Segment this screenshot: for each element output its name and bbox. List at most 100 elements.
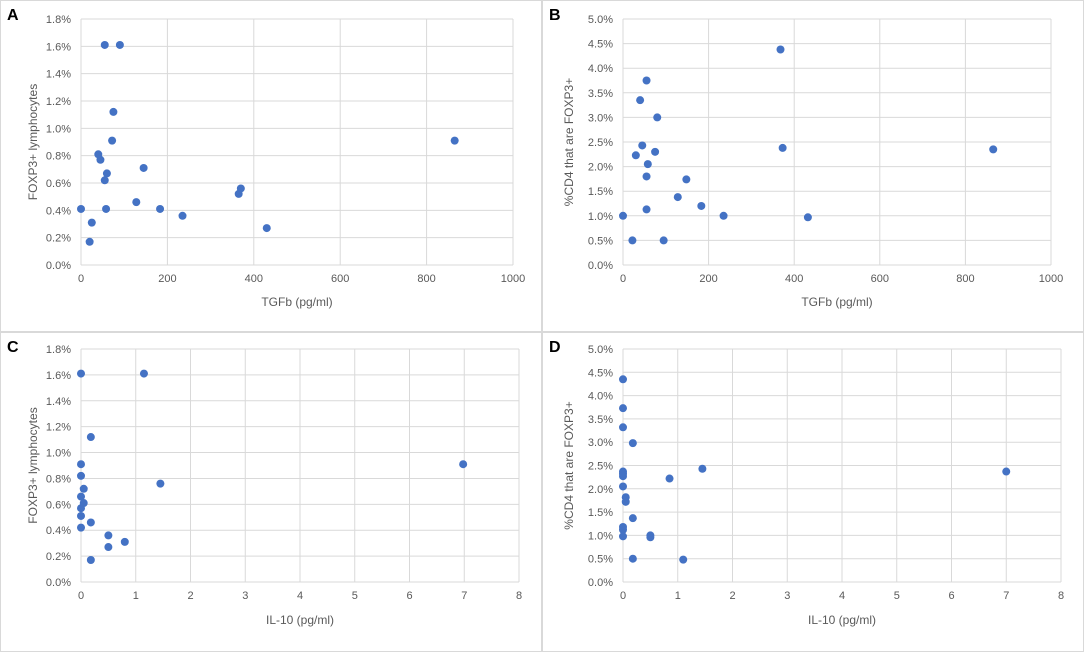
data-point — [643, 160, 652, 169]
x-tick-label: 3 — [242, 590, 248, 602]
scatter-chart-b: 0.0% 0.5% 1.0% 1.5% 2.0% 2.5% 3.0% 3.5% 4.0% 4.5%… — [562, 14, 1063, 309]
data-point — [619, 525, 627, 534]
data-point — [132, 198, 141, 207]
data-point — [79, 499, 88, 508]
data-point — [86, 518, 95, 527]
y-axis-title: FOXP3+ lymphocytes — [26, 84, 40, 200]
data-point — [631, 151, 640, 160]
data-point — [642, 205, 651, 214]
x-tick-label: 1 — [133, 590, 139, 602]
x-tick-label: 400 — [245, 273, 263, 285]
data-point — [77, 492, 85, 501]
x-tick-label: 6 — [948, 590, 954, 602]
data-point — [77, 369, 85, 378]
data-point — [619, 404, 627, 413]
data-point — [628, 439, 637, 448]
y-tick-label: 1.4% — [46, 396, 71, 408]
y-tick-label: 3.0% — [588, 112, 613, 124]
x-tick-label: 0 — [78, 590, 84, 602]
data-point — [665, 474, 674, 483]
x-tick-label: 3 — [784, 590, 790, 602]
data-point — [104, 531, 113, 540]
y-tick-label: 3.5% — [588, 414, 613, 426]
data-point — [85, 237, 94, 246]
y-tick-label: 1.4% — [46, 69, 71, 81]
data-point — [679, 555, 688, 564]
x-axis-title: TGFb (pg/ml) — [801, 295, 872, 309]
data-point — [139, 163, 148, 172]
data-point — [619, 532, 627, 541]
data-point — [450, 136, 459, 145]
y-tick-label: 0.6% — [46, 178, 71, 190]
data-point — [156, 479, 165, 488]
panel-letter: D — [549, 339, 561, 356]
data-point — [989, 145, 998, 154]
x-tick-label: 7 — [1003, 590, 1009, 602]
data-point — [77, 523, 85, 532]
y-tick-label: 2.5% — [588, 461, 613, 473]
y-tick-label: 4.5% — [588, 39, 613, 51]
x-tick-label: 6 — [406, 590, 412, 602]
data-point — [628, 236, 637, 245]
y-tick-label: 0.0% — [46, 577, 71, 589]
data-point — [719, 211, 728, 220]
data-point — [178, 211, 187, 220]
x-tick-label: 0 — [78, 273, 84, 285]
y-tick-label: 5.0% — [588, 14, 613, 26]
x-tick-label: 1000 — [501, 273, 525, 285]
x-tick-label: 5 — [352, 590, 358, 602]
data-point — [636, 96, 645, 105]
data-point — [115, 40, 124, 49]
y-tick-label: 2.0% — [588, 484, 613, 496]
data-point — [236, 184, 245, 193]
data-point — [104, 543, 113, 552]
data-point — [619, 211, 627, 220]
y-tick-label: 2.0% — [588, 162, 613, 174]
x-axis-title: IL-10 (pg/ml) — [266, 613, 334, 627]
data-point — [619, 423, 627, 432]
data-point — [673, 193, 682, 202]
data-point — [682, 175, 691, 184]
x-tick-label: 800 — [417, 273, 435, 285]
panel-d: D 0.0% 0.5% 1.0% 1.5% 2.0% 2.5% 3.0% 3.5% 4.0% 4.… — [542, 332, 1084, 652]
y-tick-label: 1.0% — [588, 211, 613, 223]
data-point — [262, 224, 271, 233]
data-point — [156, 204, 165, 213]
data-point — [642, 172, 651, 181]
y-tick-label: 0.2% — [46, 551, 71, 563]
y-tick-label: 1.5% — [588, 507, 613, 519]
y-tick-label: 1.6% — [46, 370, 71, 382]
y-tick-label: 1.8% — [46, 344, 71, 356]
data-point — [77, 471, 85, 480]
y-tick-label: 3.0% — [588, 437, 613, 449]
y-tick-label: 0.8% — [46, 151, 71, 163]
data-point — [86, 433, 95, 442]
x-tick-label: 1 — [675, 590, 681, 602]
y-tick-label: 0.4% — [46, 525, 71, 537]
x-tick-label: 4 — [839, 590, 845, 602]
x-tick-label: 5 — [894, 590, 900, 602]
x-tick-label: 800 — [956, 273, 974, 285]
x-axis-title: IL-10 (pg/ml) — [808, 613, 876, 627]
y-tick-label: 3.5% — [588, 88, 613, 100]
data-point — [776, 45, 785, 54]
data-point — [100, 40, 109, 49]
data-point — [77, 511, 85, 520]
x-tick-label: 600 — [331, 273, 349, 285]
data-point — [619, 375, 627, 384]
y-tick-label: 1.2% — [46, 96, 71, 108]
data-point — [79, 484, 88, 493]
y-tick-label: 5.0% — [588, 344, 613, 356]
scatter-chart-c: 0.0% 0.2% 0.4% 0.6% 0.8% 1.0% 1.2% 1.4% 1.6% 1.8%… — [26, 344, 522, 627]
y-axis-title: FOXP3+ lymphocytes — [26, 407, 40, 523]
data-point — [651, 147, 660, 156]
x-tick-label: 2 — [187, 590, 193, 602]
data-point — [619, 472, 627, 481]
y-axis-title: %CD4 that are FOXP3+ — [562, 78, 576, 206]
panel-letter: B — [549, 7, 561, 24]
data-point — [803, 213, 812, 222]
data-point — [638, 141, 647, 150]
data-point — [139, 369, 148, 378]
panel-b: B 0.0% 0.5% 1.0% 1.5% 2.0% 2.5% 3.0% 3.5% 4.0% 4.… — [542, 0, 1084, 332]
x-axis-title: TGFb (pg/ml) — [261, 295, 332, 309]
